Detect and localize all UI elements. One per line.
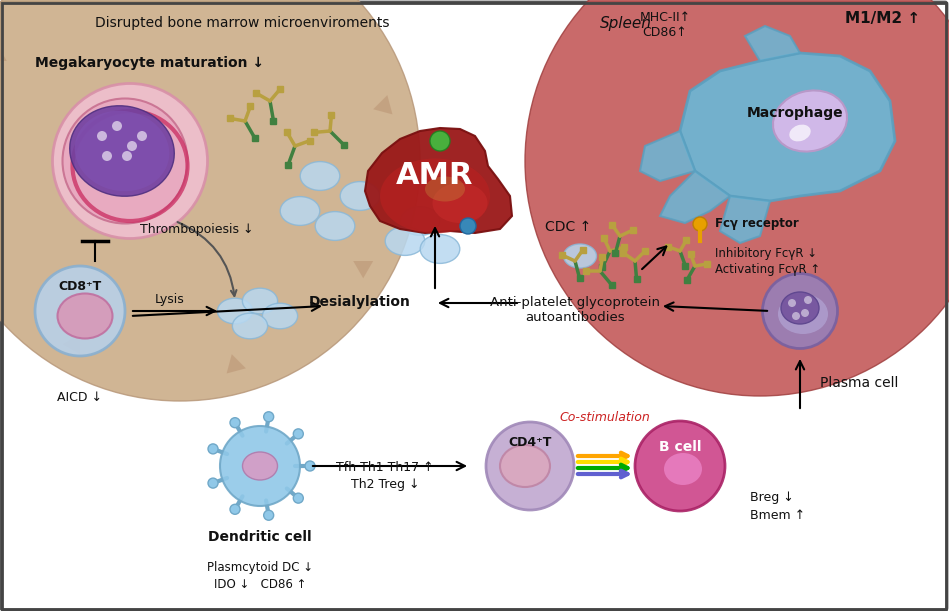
Bar: [577, 276, 583, 282]
Bar: [608, 282, 615, 288]
Circle shape: [460, 218, 476, 234]
Text: Dendritic cell: Dendritic cell: [208, 530, 312, 544]
Circle shape: [208, 478, 218, 488]
Bar: [583, 268, 589, 274]
Circle shape: [801, 309, 809, 317]
Ellipse shape: [781, 292, 819, 324]
Circle shape: [112, 121, 122, 131]
Circle shape: [293, 429, 304, 439]
Text: Lysis: Lysis: [155, 293, 185, 306]
Text: M1/M2 ↑: M1/M2 ↑: [845, 11, 921, 26]
Circle shape: [0, 0, 420, 401]
Bar: [665, 244, 671, 250]
Bar: [253, 90, 259, 97]
Circle shape: [97, 131, 107, 141]
Circle shape: [230, 418, 240, 428]
Circle shape: [430, 131, 450, 151]
Ellipse shape: [280, 197, 320, 225]
Circle shape: [264, 412, 273, 422]
Text: Activating FcγR ↑: Activating FcγR ↑: [715, 263, 820, 276]
Circle shape: [220, 426, 300, 506]
Bar: [621, 250, 626, 256]
Bar: [688, 251, 694, 257]
Text: B cell: B cell: [659, 440, 701, 454]
Polygon shape: [720, 196, 770, 243]
Text: Megakaryocyte maturation ↓: Megakaryocyte maturation ↓: [35, 56, 264, 70]
Bar: [600, 254, 605, 260]
Polygon shape: [227, 354, 246, 373]
Ellipse shape: [486, 422, 574, 510]
Circle shape: [804, 296, 812, 304]
Circle shape: [137, 131, 147, 141]
Ellipse shape: [340, 181, 380, 210]
Bar: [580, 246, 586, 252]
Bar: [270, 118, 276, 123]
Text: Inhibitory FcγR ↓: Inhibitory FcγR ↓: [715, 246, 817, 260]
Polygon shape: [353, 261, 373, 279]
Circle shape: [122, 151, 132, 161]
Text: CD8⁺T: CD8⁺T: [59, 279, 102, 293]
Polygon shape: [365, 128, 512, 233]
Polygon shape: [640, 131, 695, 181]
Ellipse shape: [564, 244, 597, 268]
Bar: [227, 115, 233, 122]
Ellipse shape: [772, 90, 847, 152]
Bar: [683, 237, 689, 243]
Circle shape: [305, 461, 315, 471]
Text: Fcγ receptor: Fcγ receptor: [715, 216, 799, 230]
Circle shape: [102, 151, 112, 161]
Text: CDC ↑: CDC ↑: [545, 220, 591, 234]
Bar: [682, 263, 688, 269]
Ellipse shape: [778, 294, 828, 334]
Bar: [328, 112, 334, 119]
Bar: [277, 86, 283, 92]
Text: Plasmcytoid DC ↓
IDO ↓   CD86 ↑: Plasmcytoid DC ↓ IDO ↓ CD86 ↑: [207, 561, 313, 591]
Polygon shape: [680, 53, 895, 201]
Bar: [601, 235, 607, 241]
Ellipse shape: [693, 217, 707, 231]
Ellipse shape: [58, 293, 113, 338]
Circle shape: [230, 504, 240, 514]
Polygon shape: [63, 334, 80, 354]
Ellipse shape: [664, 453, 702, 485]
Ellipse shape: [35, 266, 125, 356]
Bar: [600, 265, 605, 270]
Polygon shape: [373, 95, 393, 114]
Text: CD4⁺T: CD4⁺T: [509, 436, 551, 449]
Circle shape: [792, 312, 800, 320]
Bar: [621, 244, 626, 251]
Ellipse shape: [242, 288, 278, 314]
Ellipse shape: [300, 161, 340, 191]
Bar: [609, 222, 615, 227]
Ellipse shape: [500, 445, 550, 487]
Ellipse shape: [63, 98, 188, 224]
Ellipse shape: [315, 211, 355, 240]
Text: Tfh Th1 Th17 ↑
Th2 Treg ↓: Tfh Th1 Th17 ↑ Th2 Treg ↓: [336, 461, 434, 491]
Ellipse shape: [75, 111, 169, 191]
Ellipse shape: [263, 303, 298, 329]
Polygon shape: [745, 26, 800, 61]
Circle shape: [127, 141, 137, 151]
Ellipse shape: [790, 125, 810, 141]
Ellipse shape: [380, 158, 490, 233]
Bar: [248, 103, 253, 109]
Bar: [341, 142, 347, 148]
Bar: [704, 261, 710, 267]
Circle shape: [525, 0, 949, 396]
Text: Spleen: Spleen: [600, 16, 652, 31]
Ellipse shape: [385, 227, 425, 255]
Ellipse shape: [762, 274, 838, 348]
Text: MHC-II↑
CD86↑: MHC-II↑ CD86↑: [640, 11, 691, 39]
Bar: [252, 135, 258, 141]
Ellipse shape: [233, 313, 268, 339]
Bar: [612, 251, 619, 257]
Circle shape: [264, 510, 273, 520]
Ellipse shape: [420, 235, 460, 263]
Bar: [307, 137, 313, 144]
Text: Co-stimulation: Co-stimulation: [560, 411, 650, 424]
Polygon shape: [660, 171, 730, 223]
Ellipse shape: [433, 183, 488, 223]
Circle shape: [788, 299, 796, 307]
Circle shape: [293, 493, 304, 503]
